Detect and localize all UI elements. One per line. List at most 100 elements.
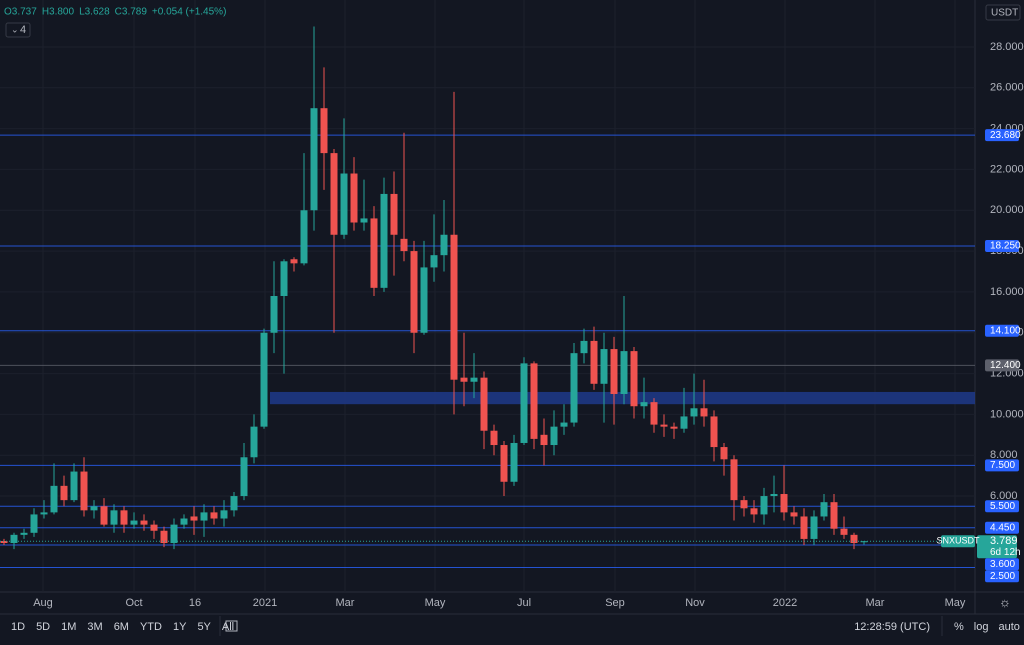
candle-body: [280, 261, 288, 296]
x-tick-label: Jul: [517, 597, 531, 609]
candle-body: [360, 218, 368, 223]
price-line-label: 12.400: [990, 360, 1021, 371]
candle-body: [0, 540, 8, 544]
range-button[interactable]: 5D: [36, 621, 50, 633]
price-line-tag: [985, 500, 1019, 513]
currency: USDT: [991, 8, 1018, 19]
x-tick-label: 2021: [253, 597, 277, 609]
y-tick-label: 20.000: [990, 204, 1024, 216]
currency-button[interactable]: [985, 4, 1021, 21]
candle-body: [430, 255, 438, 268]
candle-body: [260, 332, 268, 427]
grid: [0, 0, 975, 592]
price-line-tag: [985, 239, 1019, 252]
candle-body: [310, 108, 318, 211]
candle-body: [150, 524, 158, 531]
candle-body: [390, 193, 398, 235]
y-tick-label: 8.000: [990, 449, 1018, 461]
x-tick-label: 2022: [773, 597, 797, 609]
range-button[interactable]: 5Y: [197, 621, 211, 633]
candle-body: [300, 210, 308, 264]
candle-body: [210, 512, 218, 519]
range-button[interactable]: 1M: [61, 621, 76, 633]
candle-body: [580, 340, 588, 354]
zone: [270, 391, 975, 405]
candle-body: [620, 351, 628, 394]
candle-body: [520, 363, 528, 443]
scale-option[interactable]: auto: [998, 621, 1019, 633]
candle-body: [320, 108, 328, 154]
candle-body: [750, 508, 758, 515]
candle-body: [130, 520, 138, 525]
candle-body: [350, 173, 358, 223]
x-tick-label: Mar: [336, 597, 355, 609]
range-button[interactable]: YTD: [140, 621, 162, 633]
range-button[interactable]: 1D: [11, 621, 25, 633]
candle-body: [800, 516, 808, 539]
candle-body: [660, 424, 668, 427]
candle-body: [170, 524, 178, 544]
candle-body: [180, 518, 188, 525]
candle-body: [590, 340, 598, 384]
x-tick-label: Nov: [685, 597, 705, 609]
candle-body: [80, 471, 88, 511]
candle-body: [560, 422, 568, 427]
chevron: ⌄: [11, 24, 19, 34]
scale-option[interactable]: %: [954, 621, 964, 633]
candle-body: [610, 349, 618, 394]
x-tick-label: 16: [189, 597, 201, 609]
candle-body: [40, 512, 48, 515]
settings-icon[interactable]: ☼: [999, 594, 1011, 609]
candle-body: [30, 514, 38, 533]
x-tick-label: Aug: [33, 597, 53, 609]
countdown: 6d 12h: [990, 547, 1021, 558]
candle-body: [790, 512, 798, 517]
price-line-label: 18.250: [990, 241, 1021, 252]
x-tick-label: May: [945, 597, 966, 609]
candle-body: [490, 430, 498, 446]
range-button[interactable]: 6M: [114, 621, 129, 633]
ohlc-value: C3.789: [115, 7, 148, 18]
candle-body: [670, 426, 678, 429]
candle-body: [810, 516, 818, 539]
indicator-count: 4: [20, 24, 26, 36]
candle-body: [640, 402, 648, 407]
candle-body: [230, 496, 238, 511]
candle-body: [190, 516, 198, 521]
candle-body: [690, 408, 698, 417]
candle-body: [240, 457, 248, 497]
x-tick-label: May: [425, 597, 446, 609]
candle-body: [70, 471, 78, 501]
candle-body: [710, 416, 718, 448]
price-line-label: 7.500: [990, 460, 1015, 471]
range-button[interactable]: All: [222, 621, 234, 633]
indicator-toggle[interactable]: [5, 22, 31, 38]
candle-body: [630, 351, 638, 407]
symbol-label: SNXUSDT: [936, 536, 980, 546]
scale-option[interactable]: log: [974, 621, 989, 633]
candle-body: [330, 153, 338, 235]
candle-body: [340, 173, 348, 235]
current-price-tag: [977, 535, 1017, 559]
candle-body: [650, 402, 658, 425]
candle-body: [110, 510, 118, 525]
y-tick-label: 28.000: [990, 41, 1024, 53]
price-line-tag: [985, 324, 1019, 337]
price-line-tag: [985, 570, 1019, 583]
date-range-icon[interactable]: [225, 620, 238, 632]
range-button[interactable]: 3M: [87, 621, 102, 633]
price-line-tag: [985, 459, 1019, 472]
candle-body: [450, 234, 458, 380]
y-tick-label: 16.000: [990, 286, 1024, 298]
toolbar: ☼ 1D 5D 1M 3M 6M YTD 1Y 5Y All 12:28:59 (UTC)% log…: [11, 594, 1020, 636]
candle-body: [840, 528, 848, 535]
range-button[interactable]: 1Y: [173, 621, 187, 633]
candle-body: [600, 349, 608, 384]
candle-body: [530, 363, 538, 439]
candle-body: [780, 494, 788, 513]
y-tick-label: 22.000: [990, 163, 1024, 175]
candle-body: [550, 426, 558, 446]
candle-body: [90, 506, 98, 511]
candle-body: [160, 530, 168, 544]
